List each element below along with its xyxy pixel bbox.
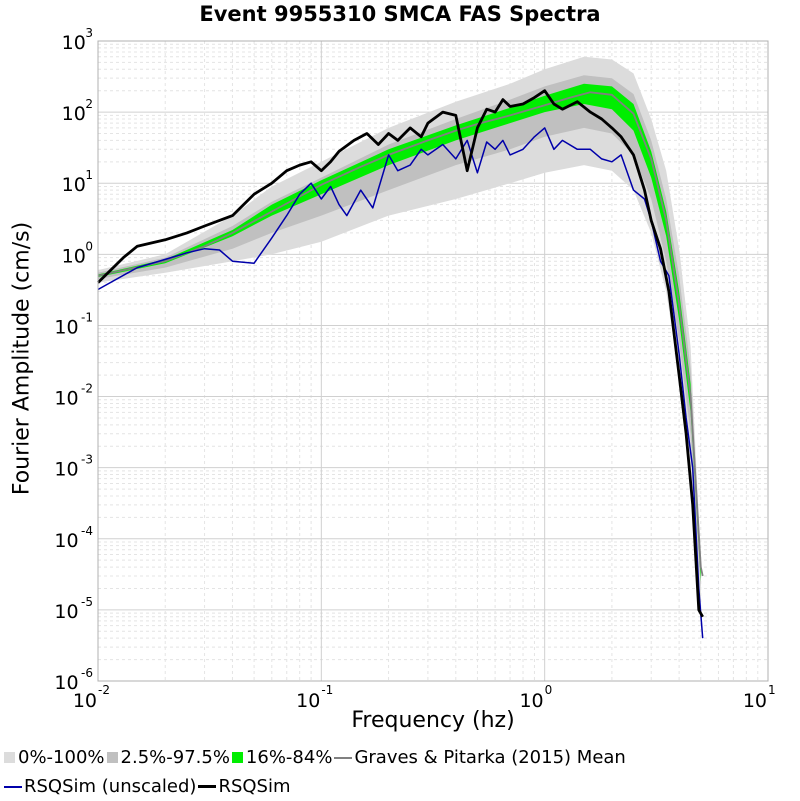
y-tick-label-base: 10 [54,459,78,481]
x-tick-label-exponent: -2 [98,683,110,697]
y-tick-label-base: 10 [62,103,86,125]
legend-swatch-series-1 [4,785,22,788]
legend-item-series-1: RSQSim (unscaled) [4,772,196,801]
legend-label-series-2: RSQSim [218,776,291,797]
x-axis-label: Frequency (hz) [351,708,515,733]
legend-row-2: RSQSim (unscaled) RSQSim [4,772,794,801]
legend-label-band-1: 2.5%-97.5% [120,747,230,768]
y-tick-label-base: 10 [54,530,78,552]
legend-row-1: 0%-100% 2.5%-97.5% 16%-84% Graves & Pita… [4,743,794,772]
legend-swatch-band-1 [106,752,118,763]
y-tick-label-exponent: -3 [81,453,93,467]
chart-title: Event 9955310 SMCA FAS Spectra [199,2,601,26]
legend-item-series-0: Graves & Pitarka (2015) Mean [334,743,626,772]
x-tick-label-base: 10 [519,690,543,712]
legend-item-band-0: 0%-100% [4,743,105,772]
x-tick-label-exponent: 1 [768,683,776,697]
legend-label-band-2: 16%-84% [245,747,333,768]
x-tick-label-exponent: 0 [545,683,553,697]
y-tick-label-exponent: 0 [85,239,93,253]
legend-swatch-series-0 [334,756,353,759]
y-tick-label-exponent: 2 [85,97,93,111]
y-tick-label-exponent: -5 [81,595,93,609]
y-tick-label-base: 10 [54,316,78,338]
legend: 0%-100% 2.5%-97.5% 16%-84% Graves & Pita… [4,743,794,801]
legend-swatch-band-2 [231,752,243,763]
y-tick-label-base: 10 [62,32,86,54]
y-tick-label-exponent: -6 [81,666,93,680]
legend-swatch-band-0 [4,752,15,763]
x-tick-label-base: 10 [296,690,320,712]
y-tick-label-base: 10 [62,174,86,196]
y-tick-label-base: 10 [54,601,78,623]
legend-item-band-2: 16%-84% [231,743,333,772]
legend-item-band-1: 2.5%-97.5% [106,743,230,772]
y-axis-label: Fourier Amplitude (cm/s) [9,221,35,496]
y-tick-label-exponent: -4 [81,524,93,538]
y-tick-label-base: 10 [62,245,86,267]
y-tick-label-exponent: 3 [85,26,93,40]
x-tick-label-base: 10 [73,690,97,712]
series-2-line [97,89,704,618]
legend-label-band-0: 0%-100% [18,747,105,768]
legend-swatch-series-2 [198,785,217,788]
x-tick-label-base: 10 [743,690,767,712]
y-tick-label-base: 10 [54,672,78,694]
x-tick-label-exponent: -1 [321,683,333,697]
legend-item-series-2: RSQSim [198,772,291,801]
series-0-line [97,91,704,577]
y-tick-label-exponent: -2 [81,382,93,396]
y-tick-label-exponent: -1 [81,310,93,324]
series-1-line [97,127,704,639]
plot-frame [97,40,769,682]
y-tick-label-base: 10 [54,388,78,410]
legend-label-series-1: RSQSim (unscaled) [24,776,197,797]
y-tick-label-exponent: 1 [85,168,93,182]
legend-label-series-0: Graves & Pitarka (2015) Mean [354,747,626,768]
